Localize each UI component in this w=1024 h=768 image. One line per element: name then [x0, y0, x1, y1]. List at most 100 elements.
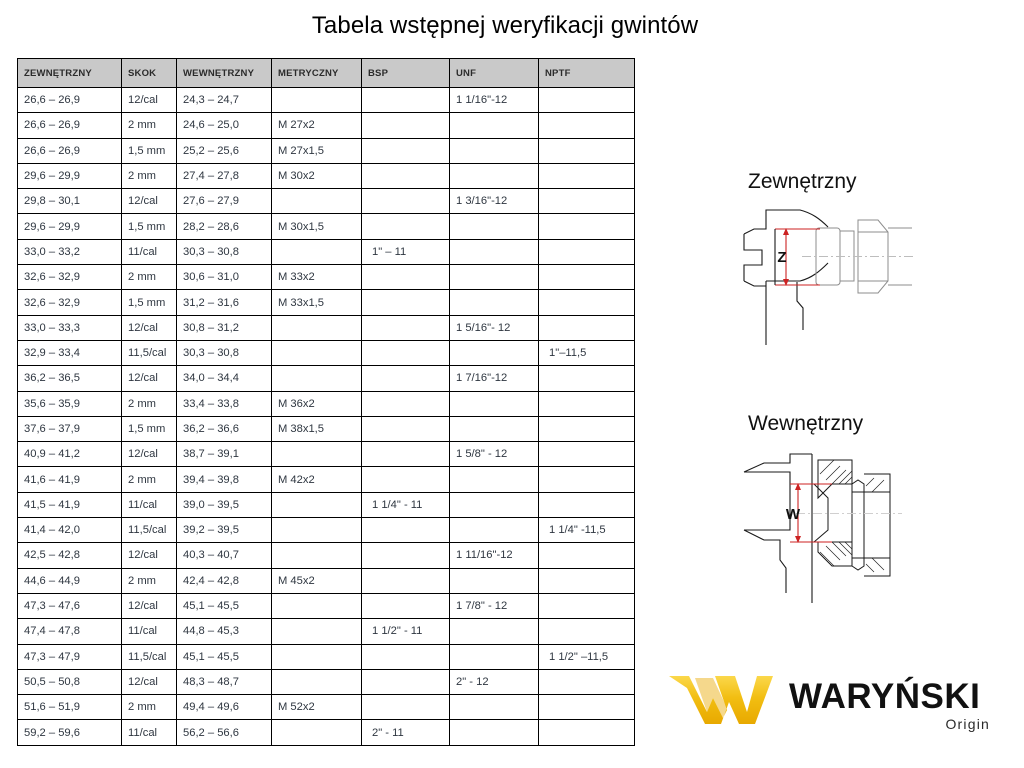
table-row: 29,6 – 29,9 1,5 mm 28,2 – 28,6 M 30x1,5 — [17, 213, 635, 240]
cell-skok: 11/cal — [121, 238, 177, 266]
column-header-bsp: BSP — [361, 58, 450, 88]
cell-zewnetrzny: 36,2 – 36,5 — [17, 365, 122, 392]
cell-wewnetrzny: 34,0 – 34,4 — [176, 365, 272, 392]
cell-metryczny — [271, 491, 362, 519]
cell-bsp — [361, 694, 450, 721]
cell-metryczny — [271, 441, 362, 468]
cell-unf — [449, 390, 539, 417]
cell-skok: 12/cal — [121, 592, 177, 620]
cell-bsp — [361, 365, 450, 392]
cell-nptf: 1 1/4" -11,5 — [538, 517, 635, 544]
table-row: 40,9 – 41,2 12/cal 38,7 – 39,1 1 5/8" - 12 — [17, 441, 635, 468]
cell-skok: 2 mm — [121, 264, 177, 291]
cell-skok: 1,5 mm — [121, 137, 177, 164]
cell-skok: 2 mm — [121, 694, 177, 721]
logo-wordmark: WARYŃSKI — [789, 676, 980, 716]
cell-skok: 1,5 mm — [121, 213, 177, 240]
cell-nptf — [538, 592, 635, 620]
cell-unf — [449, 618, 539, 645]
cell-nptf — [538, 86, 635, 114]
cell-skok: 11/cal — [121, 618, 177, 645]
cell-unf: 1 7/8" - 12 — [449, 592, 539, 620]
table-row: 35,6 – 35,9 2 mm 33,4 – 33,8 M 36x2 — [17, 390, 635, 417]
cell-skok: 12/cal — [121, 441, 177, 468]
dimension-label-z: Z — [777, 249, 786, 266]
cell-nptf — [538, 415, 635, 443]
cell-nptf — [538, 289, 635, 316]
cell-unf — [449, 491, 539, 519]
cell-zewnetrzny: 26,6 – 26,9 — [17, 112, 122, 139]
cell-wewnetrzny: 45,1 – 45,5 — [176, 643, 272, 670]
cell-metryczny — [271, 339, 362, 367]
cell-zewnetrzny: 59,2 – 59,6 — [17, 719, 122, 746]
cell-skok: 2 mm — [121, 567, 177, 594]
cell-metryczny — [271, 238, 362, 266]
cell-wewnetrzny: 30,3 – 30,8 — [176, 238, 272, 266]
cell-skok: 2 mm — [121, 390, 177, 417]
cell-metryczny — [271, 592, 362, 620]
cell-zewnetrzny: 51,6 – 51,9 — [17, 694, 122, 721]
cell-wewnetrzny: 24,6 – 25,0 — [176, 112, 272, 139]
table-row: 26,6 – 26,9 2 mm 24,6 – 25,0 M 27x2 — [17, 112, 635, 139]
cell-wewnetrzny: 42,4 – 42,8 — [176, 567, 272, 594]
cell-nptf — [538, 188, 635, 215]
cell-skok: 1,5 mm — [121, 415, 177, 443]
cell-metryczny — [271, 314, 362, 341]
cell-bsp — [361, 542, 450, 569]
cell-metryczny: M 36x2 — [271, 390, 362, 417]
cell-zewnetrzny: 26,6 – 26,9 — [17, 86, 122, 114]
cell-nptf — [538, 264, 635, 291]
cell-unf: 1 1/16"-12 — [449, 86, 539, 114]
cell-bsp: 1 1/2" - 11 — [361, 618, 450, 645]
table-row: 26,6 – 26,9 1,5 mm 25,2 – 25,6 M 27x1,5 — [17, 137, 635, 164]
cell-zewnetrzny: 35,6 – 35,9 — [17, 390, 122, 417]
cell-unf — [449, 137, 539, 164]
cell-zewnetrzny: 26,6 – 26,9 — [17, 137, 122, 164]
cell-unf — [449, 238, 539, 266]
logo-tagline: Origin — [945, 716, 990, 732]
cell-nptf — [538, 162, 635, 190]
cell-unf — [449, 415, 539, 443]
cell-skok: 11/cal — [121, 719, 177, 746]
cell-wewnetrzny: 27,4 – 27,8 — [176, 162, 272, 190]
table-row: 32,9 – 33,4 11,5/cal 30,3 – 30,8 1"–11,5 — [17, 339, 635, 367]
cell-unf — [449, 567, 539, 594]
cell-unf — [449, 339, 539, 367]
cell-bsp — [361, 188, 450, 215]
cell-zewnetrzny: 33,0 – 33,2 — [17, 238, 122, 266]
cell-unf — [449, 643, 539, 670]
cell-skok: 12/cal — [121, 542, 177, 569]
cell-metryczny: M 42x2 — [271, 466, 362, 493]
cell-wewnetrzny: 31,2 – 31,6 — [176, 289, 272, 316]
cell-bsp — [361, 567, 450, 594]
cell-wewnetrzny: 33,4 – 33,8 — [176, 390, 272, 417]
cell-nptf — [538, 112, 635, 139]
cell-unf: 1 11/16"-12 — [449, 542, 539, 569]
cell-bsp — [361, 592, 450, 620]
cell-zewnetrzny: 32,6 – 32,9 — [17, 289, 122, 316]
cell-zewnetrzny: 32,9 – 33,4 — [17, 339, 122, 367]
cell-zewnetrzny: 47,3 – 47,9 — [17, 643, 122, 670]
cell-zewnetrzny: 42,5 – 42,8 — [17, 542, 122, 569]
cell-metryczny: M 33x2 — [271, 264, 362, 291]
cell-bsp — [361, 264, 450, 291]
table-row: 41,4 – 42,0 11,5/cal 39,2 – 39,5 1 1/4" -11… — [17, 517, 635, 544]
table-row: 47,4 – 47,8 11/cal 44,8 – 45,3 1 1/2" - 11 — [17, 618, 635, 645]
cell-nptf — [538, 542, 635, 569]
cell-zewnetrzny: 41,5 – 41,9 — [17, 491, 122, 519]
cell-wewnetrzny: 24,3 – 24,7 — [176, 86, 272, 114]
column-header-nptf: NPTF — [538, 58, 635, 88]
figure-title-zewnetrzny: Zewnętrzny — [748, 170, 857, 193]
cell-bsp — [361, 339, 450, 367]
cell-zewnetrzny: 47,3 – 47,6 — [17, 592, 122, 620]
table-row: 33,0 – 33,3 12/cal 30,8 – 31,2 1 5/16"- 12 — [17, 314, 635, 341]
cell-zewnetrzny: 50,5 – 50,8 — [17, 668, 122, 696]
cell-wewnetrzny: 48,3 – 48,7 — [176, 668, 272, 696]
cell-metryczny: M 52x2 — [271, 694, 362, 721]
cell-unf — [449, 264, 539, 291]
cell-metryczny — [271, 643, 362, 670]
cell-skok: 2 mm — [121, 162, 177, 190]
cell-metryczny — [271, 365, 362, 392]
cell-nptf — [538, 441, 635, 468]
cell-nptf — [538, 567, 635, 594]
